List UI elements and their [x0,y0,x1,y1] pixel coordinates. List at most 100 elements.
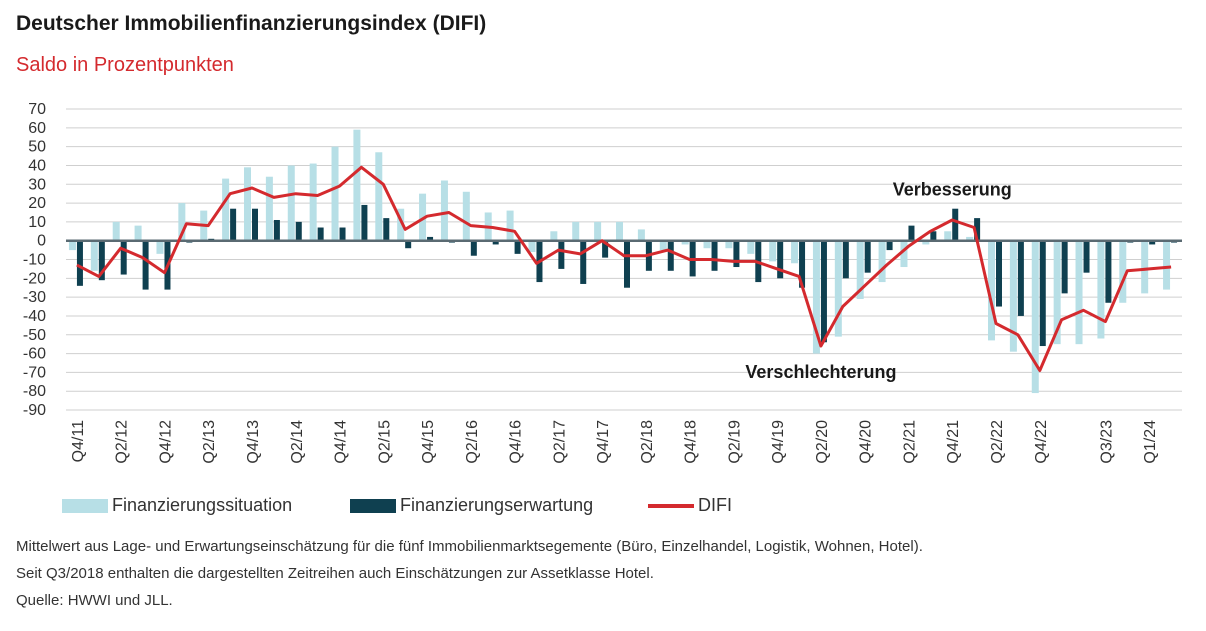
x-tick-label: Q2/14 [289,420,306,464]
x-tick-label: Q4/11 [70,420,87,463]
y-tick-label: -30 [23,289,46,306]
x-tick-label: Q4/15 [420,420,437,464]
legend-item-erwartung: Finanzierungserwartung [350,495,593,516]
difi-line [76,165,1172,372]
bar-finanzierungserwartung [76,240,83,286]
y-tick-label: 0 [37,233,46,250]
legend-label-situation: Finanzierungssituation [112,495,293,515]
y-tick-label: -40 [23,308,46,325]
x-tick-label: Q4/21 [945,420,962,464]
bar-finanzierungssituation [265,176,273,241]
bar-finanzierungssituation [375,152,383,241]
bar-finanzierungssituation [244,167,251,241]
bar-finanzierungssituation [725,240,733,249]
x-tick-label: Q2/13 [201,420,218,464]
x-tick-label: Q2/15 [376,420,393,464]
bar-finanzierungserwartung [952,208,959,241]
bar-finanzierungserwartung [624,240,630,288]
bar-finanzierungserwartung [120,240,127,275]
bar-finanzierungssituation [309,163,317,241]
y-tick-label: 40 [28,157,46,174]
bar-finanzierungserwartung [295,221,302,241]
y-tick-label: 20 [28,195,46,212]
y-tick-label: -90 [23,402,46,419]
bar-finanzierungserwartung [142,240,149,290]
bar-finanzierungserwartung [580,240,587,284]
x-tick-label: Q2/18 [639,420,656,464]
bar-finanzierungssituation [112,221,120,241]
legend-swatch-difi [648,503,694,508]
bar-finanzierungssituation [353,129,361,241]
x-tick-label: Q4/20 [858,420,875,464]
x-tick-label: Q2/17 [551,420,568,464]
bar-finanzierungssituation [637,229,645,241]
bar-finanzierungssituation [1075,240,1083,345]
bar-finanzierungssituation [1141,240,1149,294]
bar-finanzierungserwartung [1083,240,1090,273]
bar-finanzierungserwartung [98,240,105,281]
footnote-method: Mittelwert aus Lage- und Erwartungseinsc… [16,538,923,555]
y-tick-label: 60 [28,120,46,137]
legend-item-situation: Finanzierungssituation [62,495,292,516]
y-tick-label: 10 [28,214,46,231]
x-tick-label: Q4/18 [683,420,700,464]
bar-finanzierungserwartung [339,227,346,241]
annotation-label: Verschlechterung [745,362,896,382]
y-tick-label: 30 [28,176,46,193]
bar-finanzierungserwartung [361,204,368,241]
bar-finanzierungssituation [747,240,755,254]
x-tick-label: Q4/16 [508,420,525,464]
bar-finanzierungserwartung [558,240,565,269]
bar-finanzierungserwartung [908,225,915,241]
bar-finanzierungssituation [681,240,689,245]
footnote-source: Quelle: HWWI und JLL. [16,592,173,609]
bar-finanzierungssituation [1031,240,1039,394]
bar-finanzierungserwartung [602,240,609,258]
bar-finanzierungserwartung [230,208,237,241]
legend-swatch-situation [62,498,108,513]
bar-finanzierungserwartung [514,240,521,254]
bar-finanzierungssituation [528,240,536,252]
x-tick-label: Q2/22 [989,420,1006,464]
y-tick-label: 50 [28,139,46,156]
bar-finanzierungssituation [791,240,799,264]
legend-label-erwartung: Finanzierungserwartung [400,495,594,515]
bar-finanzierungssituation [966,236,974,241]
bar-finanzierungserwartung [842,240,849,279]
bar-finanzierungssituation [550,231,558,241]
chart-title: Deutscher Immobilienfinanzierungsindex (… [16,12,487,35]
bar-finanzierungserwartung [930,231,937,241]
x-tick-label: Q3/23 [1098,420,1115,464]
bar-finanzierungserwartung [996,240,1002,307]
bar-finanzierungserwartung [273,219,280,241]
bar-finanzierungssituation [287,165,295,241]
bar-finanzierungserwartung [1061,240,1068,294]
bar-finanzierungssituation [90,240,98,271]
bar-finanzierungssituation [419,193,427,241]
bar-finanzierungserwartung [405,240,412,249]
bar-finanzierungssituation [944,231,952,241]
bar-finanzierungssituation [462,191,470,241]
y-tick-label: 70 [28,101,46,118]
bar-finanzierungssituation [594,221,602,241]
x-tick-label: Q2/21 [901,420,918,464]
x-tick-label: Q2/12 [114,420,131,464]
x-tick-label: Q4/19 [770,420,787,464]
bar-finanzierungserwartung [470,240,477,256]
bar-finanzierungssituation [812,240,820,354]
bar-finanzierungssituation [834,240,842,337]
bar-finanzierungserwartung [317,227,324,241]
x-tick-label: Q4/12 [157,420,174,464]
bar-finanzierungssituation [68,240,76,251]
x-tick-label: Q4/17 [595,420,612,464]
bar-finanzierungserwartung [1105,240,1112,303]
y-tick-label: -10 [23,252,46,269]
x-tick-label: Q1/24 [1142,420,1159,464]
bar-finanzierungssituation [178,203,186,241]
bar-finanzierungserwartung [492,240,499,245]
bar-finanzierungssituation [616,221,623,241]
bar-finanzierungssituation [397,208,405,241]
bar-finanzierungserwartung [711,240,718,271]
bar-finanzierungssituation [506,210,514,241]
